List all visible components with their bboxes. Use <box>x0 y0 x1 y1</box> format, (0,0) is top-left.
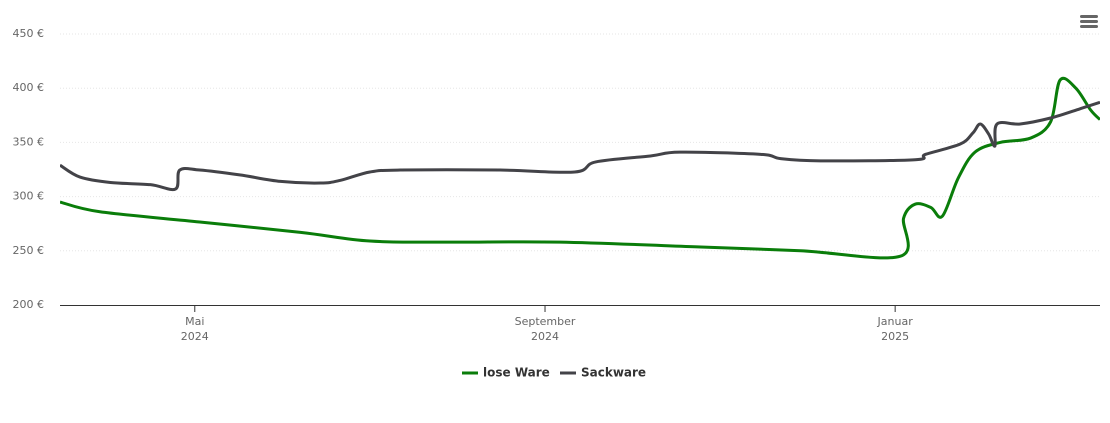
menu-bar <box>1080 15 1098 18</box>
menu-button[interactable] <box>1080 15 1098 28</box>
x-tick-label: Mai <box>185 315 204 328</box>
x-tick-label: 2024 <box>181 330 209 343</box>
y-tick-label: 400 € <box>13 81 45 94</box>
y-tick-label: 300 € <box>13 190 45 203</box>
y-tick-label: 200 € <box>13 298 45 311</box>
legend: lose Ware Sackware <box>462 366 646 380</box>
menu-bar <box>1080 25 1098 28</box>
legend-item[interactable]: lose Ware <box>462 366 550 380</box>
data-line <box>60 76 1100 260</box>
x-tick-label: September <box>515 315 576 328</box>
y-tick-label: 250 € <box>13 244 45 257</box>
x-tick-label: Januar <box>877 315 914 328</box>
data-line <box>60 100 1100 192</box>
legend-label: Sackware <box>581 366 646 380</box>
y-tick-label: 450 € <box>13 27 45 40</box>
legend-label: lose Ware <box>483 366 550 380</box>
x-tick-label: 2025 <box>881 330 909 343</box>
legend-item[interactable]: Sackware <box>560 366 646 380</box>
y-tick-label: 350 € <box>13 135 45 148</box>
menu-bar <box>1080 20 1098 23</box>
x-tick-label: 2024 <box>531 330 559 343</box>
